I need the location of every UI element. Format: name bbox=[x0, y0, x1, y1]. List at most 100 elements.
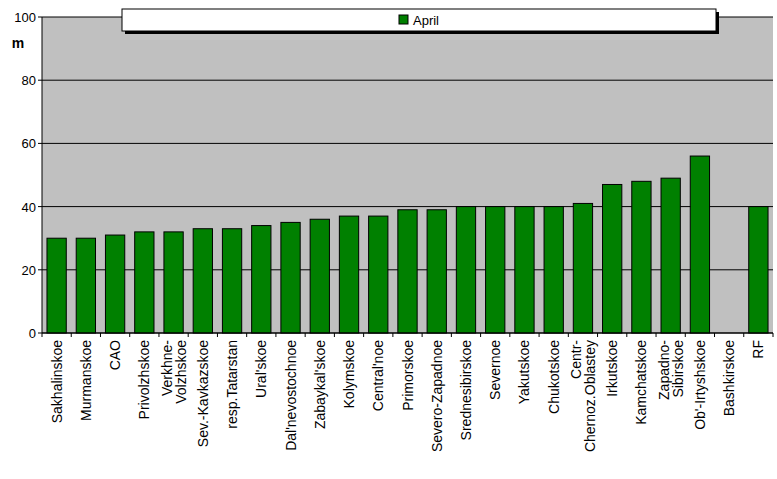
x-tick bbox=[246, 333, 247, 337]
bar bbox=[222, 229, 241, 333]
label-line: CAO bbox=[107, 340, 123, 370]
x-tick-label: Severo-Zapadnoe bbox=[429, 340, 445, 452]
bar bbox=[310, 219, 329, 333]
bar bbox=[427, 210, 446, 333]
label-line: Irkutskoe bbox=[604, 340, 620, 397]
label-line: Srednesibirskoe bbox=[458, 340, 474, 441]
x-tick bbox=[363, 333, 364, 337]
bar bbox=[661, 178, 680, 333]
label-line: Volzhskoe bbox=[173, 340, 189, 404]
bar bbox=[632, 181, 651, 333]
x-tick bbox=[100, 333, 101, 337]
y-tick bbox=[38, 333, 42, 334]
y-tick bbox=[38, 17, 42, 18]
x-tick bbox=[42, 333, 43, 337]
x-tick bbox=[656, 333, 657, 337]
x-tick-label: RF bbox=[750, 340, 766, 359]
x-tick bbox=[685, 333, 686, 337]
y-tick bbox=[38, 143, 42, 144]
x-tick bbox=[451, 333, 452, 337]
x-tick-label: Chukotskoe bbox=[546, 340, 562, 414]
label-line: Bashkirskoe bbox=[721, 340, 737, 416]
bar bbox=[515, 207, 534, 333]
bar bbox=[339, 216, 358, 333]
plot-area bbox=[42, 17, 773, 333]
x-tick bbox=[392, 333, 393, 337]
x-tick-label: Severnoe bbox=[487, 340, 503, 400]
grid-line bbox=[42, 143, 773, 144]
x-tick-label: Sakhalinskoe bbox=[49, 340, 65, 423]
x-axis bbox=[42, 333, 773, 334]
x-tick-label: Ural'skoe bbox=[253, 340, 269, 398]
x-tick bbox=[71, 333, 72, 337]
x-tick bbox=[188, 333, 189, 337]
label-line: Kamchatskoe bbox=[633, 340, 649, 425]
x-tick-label: Centr-Chernoz.Oblastey bbox=[568, 340, 598, 452]
label-line: Ural'skoe bbox=[253, 340, 269, 398]
x-tick-label: Kamchatskoe bbox=[633, 340, 649, 425]
x-tick-label: Verkhne-Volzhskoe bbox=[159, 340, 189, 404]
x-tick bbox=[626, 333, 627, 337]
x-tick bbox=[714, 333, 715, 337]
chart: 020406080100SakhalinskoeMurmanskoeCAOPri… bbox=[0, 0, 777, 479]
label-line: Chukotskoe bbox=[546, 340, 562, 414]
x-tick-label: Zapadno-Sibirskoe bbox=[656, 340, 686, 400]
legend-label: April bbox=[413, 13, 439, 28]
label-line: Severnoe bbox=[487, 340, 503, 400]
label-line: Ob'-Irtyshskoe bbox=[692, 340, 708, 430]
grid-line bbox=[42, 333, 773, 334]
x-tick-label: Sev.-Kavkazskoe bbox=[195, 340, 211, 447]
bar bbox=[105, 235, 124, 333]
bar bbox=[135, 232, 154, 333]
x-tick bbox=[773, 333, 774, 337]
bar bbox=[252, 226, 271, 333]
label-line: Kolymskoe bbox=[341, 340, 357, 409]
x-tick-label: Yakutskoe bbox=[516, 340, 532, 405]
bar bbox=[369, 216, 388, 333]
x-tick-label: Bashkirskoe bbox=[721, 340, 737, 416]
x-tick bbox=[509, 333, 510, 337]
bar bbox=[281, 222, 300, 333]
bar bbox=[164, 232, 183, 333]
x-tick-label: Dal'nevostochnoe bbox=[283, 340, 299, 451]
x-tick bbox=[305, 333, 306, 337]
label-line: Murmanskoe bbox=[78, 340, 94, 421]
x-tick-label: resp.Tatarstan bbox=[224, 340, 240, 429]
bar bbox=[76, 238, 95, 333]
x-tick-label: Murmanskoe bbox=[78, 340, 94, 421]
y-tick-label: 40 bbox=[22, 200, 36, 215]
bar bbox=[749, 207, 768, 333]
y-tick-label: 80 bbox=[22, 73, 36, 88]
y-tick-label: 100 bbox=[14, 10, 36, 25]
y-tick bbox=[38, 206, 42, 207]
bar bbox=[486, 207, 505, 333]
label-line: Sakhalinskoe bbox=[49, 340, 65, 423]
x-tick-label: Ob'-Irtyshskoe bbox=[692, 340, 708, 430]
label-line: Primorskoe bbox=[400, 340, 416, 411]
label-line: Zabaykal'skoe bbox=[312, 340, 328, 429]
bar bbox=[573, 203, 592, 333]
label-line: Chernoz.Oblastey bbox=[582, 340, 598, 452]
x-tick bbox=[275, 333, 276, 337]
bar bbox=[47, 238, 66, 333]
y-axis bbox=[42, 17, 43, 333]
x-tick-label: Privolzhskoe bbox=[136, 340, 152, 420]
legend-swatch bbox=[399, 15, 408, 24]
bar bbox=[690, 156, 709, 333]
bar bbox=[398, 210, 417, 333]
x-tick-label: CAO bbox=[107, 340, 123, 370]
x-tick bbox=[422, 333, 423, 337]
bar bbox=[456, 207, 475, 333]
x-tick-label: Srednesibirskoe bbox=[458, 340, 474, 441]
bar bbox=[193, 229, 212, 333]
bar bbox=[603, 184, 622, 333]
y-tick-label: 20 bbox=[22, 263, 36, 278]
x-tick-label: Zabaykal'skoe bbox=[312, 340, 328, 429]
bar bbox=[544, 207, 563, 333]
x-tick-label: Primorskoe bbox=[400, 340, 416, 411]
label-line: Dal'nevostochnoe bbox=[283, 340, 299, 451]
x-tick bbox=[597, 333, 598, 337]
x-tick bbox=[129, 333, 130, 337]
x-tick-label: Irkutskoe bbox=[604, 340, 620, 397]
y-tick-label: 60 bbox=[22, 136, 36, 151]
